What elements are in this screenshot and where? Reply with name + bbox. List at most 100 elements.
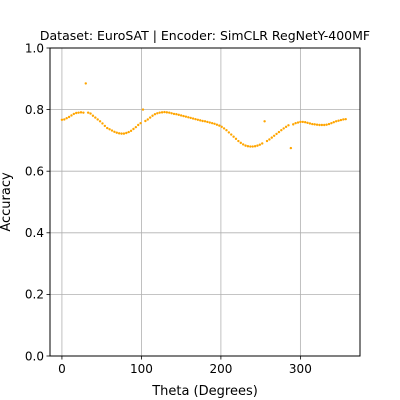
data-point [213,122,216,125]
data-point [258,143,262,146]
data-point [311,122,314,126]
data-point [141,108,145,111]
data-point [268,138,271,141]
data-point [175,113,178,116]
data-point [210,121,214,125]
data-point [199,119,202,122]
data-point [342,118,345,121]
data-point [296,121,300,124]
data-point [303,121,307,124]
data-point [67,115,71,119]
data-point [79,111,83,114]
data-point [249,145,252,148]
data-point [208,121,211,124]
data-point [220,125,223,129]
data-point [315,123,319,126]
data-point [327,122,331,126]
data-point [263,120,266,123]
data-point [287,124,290,127]
data-point [191,117,195,120]
x-axis-label: Theta (Degrees) [151,384,258,399]
data-point [101,122,104,125]
data-point [125,131,128,135]
data-point [156,112,159,115]
data-point [108,128,111,131]
data-point [168,111,171,114]
data-point [194,117,197,121]
data-point [227,131,231,134]
data-point [158,111,161,114]
data-point [182,114,185,118]
data-point [318,123,321,127]
data-point [313,123,316,126]
data-point [96,118,99,121]
data-point [160,111,164,114]
data-point [206,120,209,124]
data-point [270,136,273,139]
data-point [215,123,219,126]
data-point [334,120,338,123]
data-point [203,120,207,123]
data-point [132,127,135,131]
plot-frame [49,47,361,357]
data-point [89,112,92,115]
data-point [232,135,235,138]
data-point [179,114,183,117]
data-point [292,123,295,126]
data-point [70,114,73,117]
data-point [265,139,269,143]
data-point [177,113,180,117]
data-point [230,133,233,136]
data-point [75,111,78,115]
data-point [94,116,97,119]
y-axis-label: Accuracy [0,172,14,232]
data-point [251,145,254,148]
data-point [117,132,121,135]
data-point [82,111,85,114]
data-point [241,143,245,146]
data-point [320,123,324,127]
data-point [153,113,157,116]
x-tick-label: 0 [58,362,66,376]
data-point [84,82,87,85]
data-point [337,119,340,122]
data-point [277,130,281,134]
data-point [275,132,278,136]
data-point [137,123,140,127]
data-point [299,120,302,124]
data-point [184,115,188,118]
data-point [289,146,293,150]
data-point [253,145,257,148]
data-point [120,132,123,135]
chart-title: Dataset: EuroSAT | Encoder: SimCLR RegNe… [40,28,370,43]
data-point [225,129,228,132]
data-point [330,121,333,125]
data-point [325,123,328,126]
data-point [323,123,326,127]
data-point [261,142,264,145]
data-point [103,124,107,128]
y-tick-label: 0.2 [25,288,44,302]
data-point [256,144,259,147]
data-point [272,134,276,137]
data-point [148,116,152,119]
data-point [86,111,90,114]
x-tick-label: 300 [289,362,312,376]
y-tick-label: 1.0 [25,41,44,55]
data-point [165,111,169,114]
data-point [284,125,288,129]
y-tick-label: 0.6 [25,165,44,179]
data-point [344,117,347,121]
data-point [139,121,142,125]
data-point [98,120,102,123]
data-point [72,112,76,116]
data-point [239,141,242,145]
data-points [60,82,347,150]
y-tick-label: 0.8 [25,103,44,117]
data-point [196,118,200,121]
axis-ticks: 0 100 200 300 0.0 0.2 0.4 0.6 0.8 1.0 [25,41,312,376]
data-point [91,114,95,117]
data-point [294,121,297,125]
data-point [306,121,309,125]
